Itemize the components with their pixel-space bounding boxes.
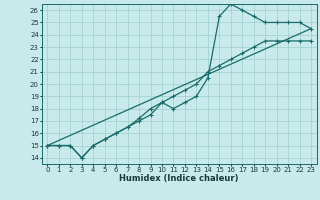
X-axis label: Humidex (Indice chaleur): Humidex (Indice chaleur) bbox=[119, 174, 239, 183]
